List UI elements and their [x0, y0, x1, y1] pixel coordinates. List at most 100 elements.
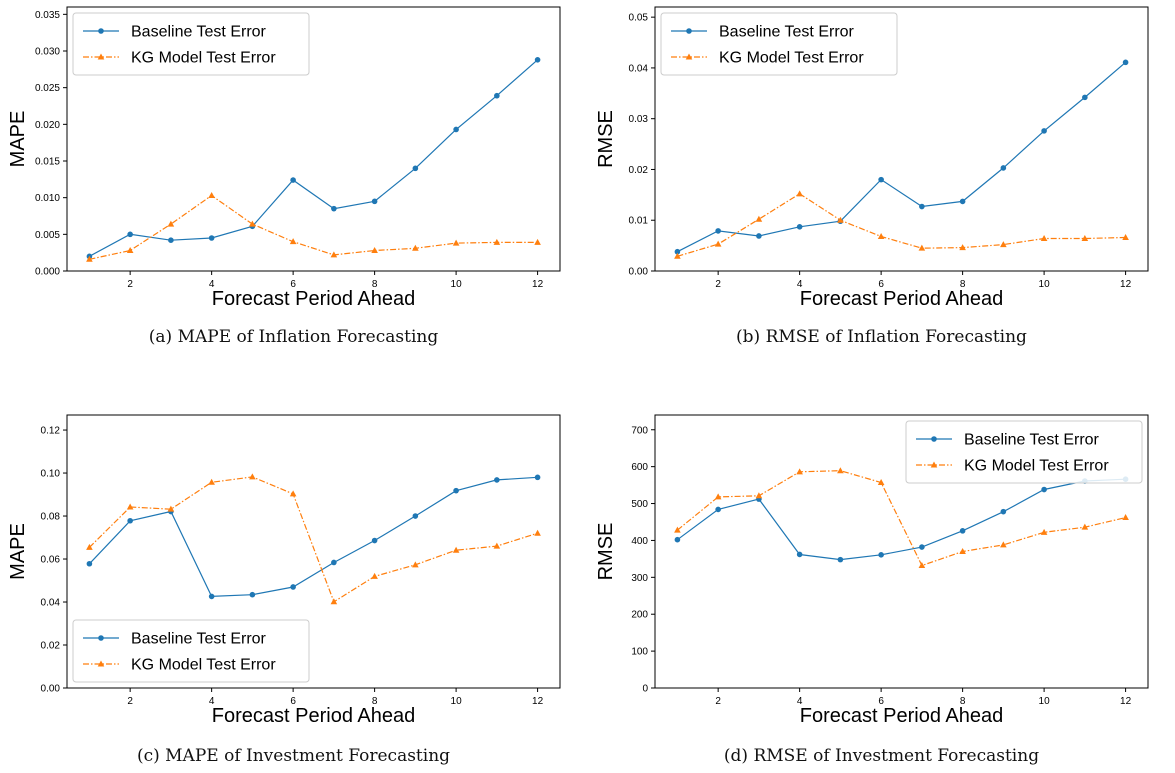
- baseline-point: [1041, 128, 1047, 134]
- figure-caption: (a) MAPE of Inflation Forecasting: [148, 327, 439, 347]
- kg-model-point: [534, 529, 541, 536]
- legend-label: Baseline Test Error: [131, 24, 267, 41]
- legend-box: [660, 12, 898, 76]
- kg-model-point: [796, 190, 803, 197]
- baseline-point: [208, 593, 215, 600]
- legend-marker-circle: [931, 436, 937, 442]
- series-line-kg-model: [89, 194, 538, 260]
- y-tick-label: 0.04: [629, 63, 649, 74]
- chart-panel-inflation-rmse: 2 4 6 8 10 12 0.00 0.01 0.02 0.03 0.04 0.05 Forecast…: [588, 0, 1175, 370]
- legend-box: [72, 619, 310, 683]
- x-tick-label: 10: [1039, 279, 1051, 290]
- y-tick-label: 0.030: [35, 47, 60, 58]
- legend: Baseline Test Error KG Model Test Error: [905, 420, 1143, 484]
- chart-panel-investment-mape: 2 4 6 8 10 12 0.00 0.02 0.04 0.06 0.08 0.10 0.12 Fore…: [0, 404, 587, 773]
- y-tick-label: 0.00: [41, 684, 61, 695]
- baseline-point: [371, 537, 378, 544]
- baseline-point: [959, 198, 966, 205]
- series-line-kg-model: [88, 476, 538, 603]
- y-tick-label: 0.08: [41, 512, 61, 523]
- kg-model-point: [714, 240, 722, 247]
- legend-label: KG Model Test Error: [964, 458, 1109, 475]
- legend-marker-triangle: [97, 660, 105, 667]
- y-tick-label: 200: [631, 610, 648, 621]
- legend-label: KG Model Test Error: [719, 50, 864, 67]
- x-tick-label: 10: [1039, 696, 1051, 707]
- x-tick-label: 4: [209, 696, 215, 707]
- legend-box: [72, 12, 310, 76]
- x-tick-label: 10: [451, 696, 463, 707]
- y-tick-label: 0.035: [35, 10, 60, 21]
- kg-model-point: [167, 220, 175, 227]
- kg-model-point: [371, 572, 378, 579]
- kg-model-point: [249, 220, 256, 227]
- kg-model-point: [534, 238, 541, 245]
- x-tick-label: 6: [290, 279, 296, 290]
- x-tick-label: 8: [372, 279, 378, 290]
- baseline-point: [1000, 165, 1007, 171]
- legend-marker-triangle: [97, 53, 105, 60]
- baseline-point: [168, 237, 174, 243]
- baseline-point: [919, 544, 925, 550]
- y-axis-label: MAPE: [7, 523, 29, 580]
- x-tick-label: 6: [878, 696, 884, 707]
- series-line-baseline: [88, 476, 538, 598]
- x-tick-label: 12: [1120, 279, 1132, 290]
- legend: Baseline Test Error KG Model Test Error: [72, 619, 310, 683]
- figure-caption: (b) RMSE of Inflation Forecasting: [736, 327, 1027, 347]
- y-tick-label: 0: [642, 684, 648, 695]
- baseline-point: [290, 584, 296, 590]
- y-tick-label: 0.10: [41, 469, 61, 480]
- baseline-point: [1041, 486, 1047, 493]
- chart-panel-inflation-mape: 2 4 6 8 10 12 0.000 0.005 0.010 0.015 0.020 0.025 0.…: [0, 0, 587, 370]
- kg-model-point: [1040, 528, 1048, 535]
- baseline-point: [796, 224, 803, 230]
- series-line-kg-model: [677, 470, 1126, 567]
- chart-svg: 2 4 6 8 10 12 0.00 0.01 0.02 0.03 0.04 0.05 Forecast…: [595, 6, 1149, 310]
- kg-model-point: [1040, 235, 1048, 242]
- kg-model-point: [126, 503, 134, 510]
- kg-model-point: [452, 546, 460, 553]
- x-tick-label: 4: [209, 279, 215, 290]
- kg-model-point: [1122, 514, 1129, 521]
- chart-panel-investment-rmse: 2 4 6 8 10 12 0 100 200 300 400 500 600 700 Forecast P…: [588, 404, 1175, 773]
- baseline-point: [756, 233, 762, 239]
- baseline-point: [494, 477, 500, 483]
- baseline-point: [86, 560, 93, 567]
- baseline-point: [249, 591, 256, 598]
- baseline-point: [534, 57, 541, 63]
- y-tick-label: 400: [631, 536, 648, 547]
- x-axis-label: Forecast Period Ahead: [212, 705, 415, 727]
- y-tick-label: 0.02: [629, 165, 649, 176]
- kg-model-point: [208, 191, 215, 198]
- kg-model-point: [126, 246, 134, 253]
- x-tick-label: 6: [290, 696, 296, 707]
- x-tick-label: 2: [715, 279, 721, 290]
- y-tick-label: 0.06: [41, 555, 61, 566]
- kg-model-point: [714, 493, 722, 500]
- kg-model-point: [877, 479, 885, 486]
- y-tick-label: 0.03: [629, 114, 649, 125]
- plot-frame: [654, 6, 1149, 272]
- baseline-point: [453, 487, 459, 494]
- kg-model-point: [959, 244, 966, 251]
- chart-svg: 2 4 6 8 10 12 0 100 200 300 400 500 600 700 Forecast P…: [595, 414, 1149, 727]
- baseline-point: [674, 248, 681, 255]
- y-tick-label: 700: [631, 425, 648, 436]
- kg-model-point: [796, 468, 803, 475]
- x-tick-label: 8: [960, 696, 966, 707]
- figure-caption: (c) MAPE of Investment Forecasting: [136, 746, 451, 766]
- kg-model-point: [330, 251, 338, 258]
- y-tick-label: 0.05: [629, 13, 649, 24]
- baseline-point: [715, 228, 721, 234]
- baseline-point: [796, 551, 803, 558]
- y-tick-label: 500: [631, 499, 648, 510]
- kg-model-point: [249, 473, 256, 480]
- y-tick-label: 0.015: [35, 157, 60, 168]
- chart-svg: 2 4 6 8 10 12 0.000 0.005 0.010 0.015 0.020 0.025 0.…: [7, 6, 561, 310]
- kg-model-point: [371, 246, 378, 253]
- legend: Baseline Test Error KG Model Test Error: [72, 12, 310, 76]
- x-tick-label: 2: [715, 696, 721, 707]
- kg-model-point: [877, 232, 885, 239]
- x-tick-label: 12: [532, 696, 544, 707]
